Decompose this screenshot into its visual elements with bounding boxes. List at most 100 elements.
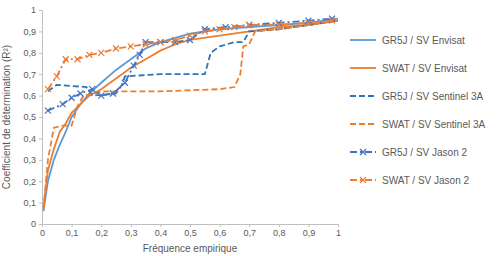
tick-mark	[338, 224, 339, 227]
axis-line	[43, 225, 339, 228]
marker	[69, 95, 75, 101]
tick-mark	[279, 224, 280, 227]
tick-label: 0,8	[273, 228, 286, 238]
marker	[329, 18, 335, 24]
tick-mark	[131, 224, 132, 227]
tick-mark	[190, 224, 191, 227]
plot: 0 0,1 0,2 0,3 0,4 0,5 0,6 0,7 0,8 0,9 1 0 0,1 0,2 0,3 0…	[23, 5, 341, 238]
tick-mark	[39, 224, 42, 225]
series-line	[48, 21, 332, 89]
marker	[246, 22, 252, 28]
legend-item: SWAT / SV Envisat	[350, 63, 467, 74]
y-axis: 00,10,20,30,40,50,60,70,80,91	[23, 5, 42, 229]
legend-item: GR5J / SV Sentinel 3A	[350, 91, 483, 102]
x-axis: 00,10,20,30,40,50,60,70,80,91	[40, 224, 341, 238]
marker	[131, 63, 137, 69]
tick-label: 0	[31, 219, 36, 229]
marker	[305, 20, 311, 26]
tick-mark	[249, 224, 250, 227]
legend-item: GR5J / SV Jason 2	[350, 147, 467, 158]
tick-mark	[160, 224, 161, 227]
marker	[113, 46, 119, 52]
marker	[128, 43, 134, 49]
legend-swatch	[350, 95, 376, 97]
series-line	[43, 19, 338, 212]
marker	[75, 56, 81, 62]
marker	[231, 24, 237, 30]
tick-label: 1	[31, 5, 36, 15]
marker	[143, 41, 149, 47]
legend-swatch	[350, 67, 376, 69]
x-axis-title: Fréquence empirique	[143, 243, 238, 254]
series-group	[43, 16, 338, 212]
tick-label: 0	[40, 228, 45, 238]
tick: 0,9	[303, 224, 316, 238]
tick-label: 0,3	[125, 228, 138, 238]
legend-label: SWAT / SV Sentinel 3A	[382, 119, 486, 130]
marker	[217, 26, 223, 32]
tick-mark	[39, 181, 42, 182]
tick-label: 0,2	[95, 228, 108, 238]
legend-item: GR5J / SV Envisat	[350, 35, 465, 46]
legend-marker	[360, 149, 366, 155]
tick: 0,2	[95, 224, 108, 238]
tick: 0,9	[23, 27, 42, 37]
series-line	[48, 19, 332, 111]
legend-item: SWAT / SV Sentinel 3A	[350, 119, 486, 130]
tick-label: 0,5	[23, 112, 36, 122]
tick: 0,6	[23, 91, 42, 101]
tick-label: 0,6	[214, 228, 227, 238]
marker	[187, 33, 193, 39]
tick: 0	[40, 224, 45, 238]
tick-mark	[101, 224, 102, 227]
tick-mark	[72, 224, 73, 227]
marker	[137, 52, 143, 58]
tick-mark	[39, 138, 42, 139]
marker	[172, 37, 178, 43]
tick-mark	[39, 74, 42, 75]
marker	[54, 73, 60, 79]
tick: 0,8	[273, 224, 286, 238]
tick-mark	[39, 160, 42, 161]
tick-mark	[39, 31, 42, 32]
legend-item: SWAT / SV Jason 2	[350, 175, 470, 186]
marker	[86, 52, 92, 58]
tick-label: 0,9	[303, 228, 316, 238]
tick-mark	[39, 10, 42, 11]
series-line	[43, 21, 338, 209]
axis-line	[39, 11, 43, 225]
legend-swatch	[350, 123, 376, 125]
tick-label: 0,1	[23, 198, 36, 208]
tick-mark	[39, 53, 42, 54]
chart: 0 0,1 0,2 0,3 0,4 0,5 0,6 0,7 0,8 0,9 1 0 0,1 0,2 0,3 0…	[0, 0, 500, 256]
tick: 0,7	[243, 224, 256, 238]
tick-label: 0,9	[23, 27, 36, 37]
tick: 0,3	[125, 224, 138, 238]
tick-label: 0,7	[243, 228, 256, 238]
tick-label: 0,1	[66, 228, 79, 238]
marker	[89, 86, 95, 92]
legend-label: SWAT / SV Jason 2	[382, 175, 470, 186]
tick-mark	[39, 117, 42, 118]
y-axis-title: Coefficient de détermination (R²)	[1, 45, 12, 189]
tick: 0,4	[155, 224, 168, 238]
legend: GR5J / SV Envisat SWAT / SV Envisat GR5J /…	[350, 35, 486, 186]
tick-label: 0,3	[23, 155, 36, 165]
tick: 0,1	[66, 224, 79, 238]
legend-label: GR5J / SV Jason 2	[382, 147, 467, 158]
marker	[98, 93, 104, 99]
marker	[45, 108, 51, 114]
marker	[77, 90, 83, 96]
marker	[45, 86, 51, 92]
marker	[122, 80, 128, 86]
tick-label: 0,7	[23, 70, 36, 80]
legend-marker	[360, 177, 366, 183]
legend-label: SWAT / SV Envisat	[382, 63, 467, 74]
legend-label: GR5J / SV Envisat	[382, 35, 465, 46]
tick-mark	[308, 224, 309, 227]
tick: 0,2	[23, 177, 42, 187]
marker	[157, 39, 163, 45]
marker	[63, 56, 69, 62]
series-line	[48, 21, 338, 96]
tick-label: 0,8	[23, 48, 36, 58]
